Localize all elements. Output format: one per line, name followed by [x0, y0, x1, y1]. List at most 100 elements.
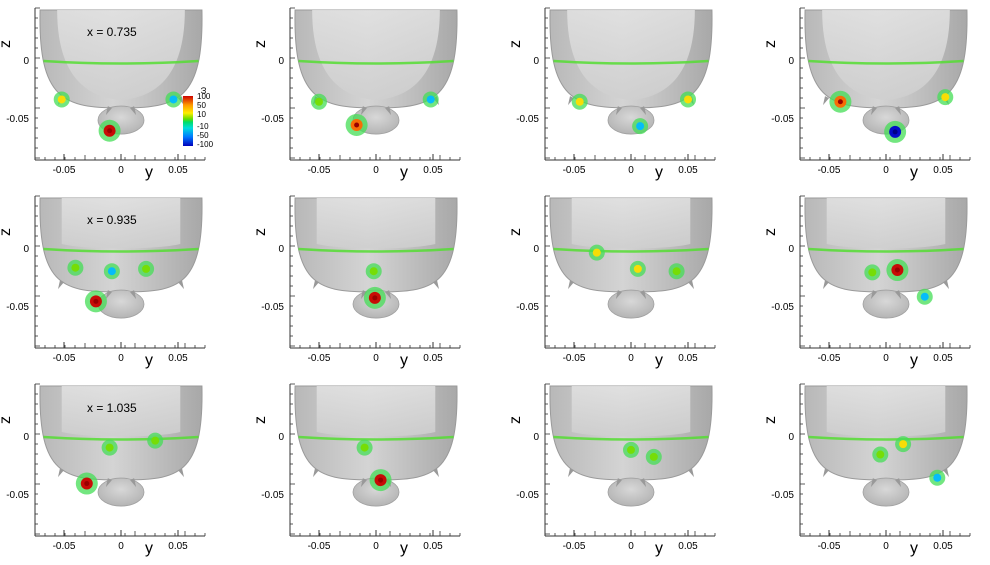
- vortex-core: [142, 264, 151, 273]
- hull-inner-surface: [826, 198, 946, 249]
- fin-shape: [870, 290, 877, 300]
- panel-r2-c3: -0.05 0 0.05 0 -0.05 y z: [762, 383, 971, 557]
- y-tick-label: 0: [23, 56, 29, 67]
- vortex-core: [899, 440, 908, 449]
- fin-shape: [58, 280, 64, 290]
- vortex-core: [315, 97, 323, 106]
- y-axis-label: z: [507, 416, 524, 424]
- free-surface-band: [43, 59, 199, 65]
- free-surface-band: [808, 435, 964, 441]
- x-tick-label: 0: [883, 165, 889, 176]
- y-axis-label: z: [507, 228, 524, 236]
- x-axis-label: y: [655, 540, 663, 557]
- fin-shape: [895, 106, 902, 116]
- x-tick-label: 0.05: [933, 353, 953, 364]
- x-tick-label: -0.05: [563, 353, 586, 364]
- vortex-core: [933, 473, 942, 482]
- x-tick-label: 0: [628, 165, 634, 176]
- free-surface-band: [43, 247, 199, 253]
- x-tick-label: -0.05: [818, 165, 841, 176]
- vortex-core: [71, 263, 80, 272]
- y-axis-label: z: [762, 228, 779, 236]
- y-tick-label: -0.05: [261, 114, 284, 125]
- fin-shape: [615, 106, 622, 116]
- fin-shape: [615, 478, 622, 488]
- row-label: x = 0.735: [87, 25, 137, 39]
- x-tick-label: -0.05: [53, 165, 76, 176]
- panel-r0-c1: -0.05 0 0.05 0 -0.05 y z: [252, 7, 461, 181]
- bulb-shape: [862, 289, 910, 319]
- y-tick-label: -0.05: [6, 490, 29, 501]
- fin-shape: [433, 468, 439, 478]
- vortex-core: [627, 445, 635, 454]
- vortex-center: [894, 267, 900, 273]
- hull-inner-surface: [822, 10, 950, 101]
- fin-shape: [823, 96, 829, 106]
- panel-r1-c0: -0.05 0 0.05 0 -0.05 y z x = 0.935: [0, 195, 206, 369]
- hull-inner-surface: [567, 10, 695, 101]
- x-tick-label: 0.05: [168, 353, 188, 364]
- vortex-core: [868, 268, 877, 277]
- vortex-core: [633, 264, 642, 273]
- panel-r0-c0: -0.05 0 0.05 0 -0.05 y z x = 0.735: [0, 7, 206, 181]
- x-tick-label: -0.05: [53, 541, 76, 552]
- x-tick-label: -0.05: [563, 541, 586, 552]
- y-tick-label: 0: [23, 432, 29, 443]
- y-axis-label: z: [0, 40, 14, 48]
- vortex-core: [649, 452, 658, 461]
- x-tick-label: 0.05: [678, 353, 698, 364]
- fin-shape: [105, 290, 112, 300]
- fin-shape: [688, 280, 694, 290]
- x-tick-label: 0: [628, 541, 634, 552]
- x-tick-label: 0.05: [423, 541, 443, 552]
- x-tick-label: 0.05: [678, 165, 698, 176]
- x-tick-label: 0: [373, 541, 379, 552]
- hull-inner-surface: [61, 198, 181, 249]
- fin-shape: [178, 468, 184, 478]
- x-tick-label: 0.05: [678, 541, 698, 552]
- y-tick-label: 0: [533, 244, 539, 255]
- vortex-core: [169, 95, 178, 104]
- x-tick-label: 0.05: [933, 541, 953, 552]
- legend-label: -10: [197, 122, 209, 131]
- fin-shape: [640, 290, 647, 300]
- y-tick-label: 0: [533, 432, 539, 443]
- x-tick-label: 0.05: [423, 165, 443, 176]
- y-axis-label: z: [0, 416, 14, 424]
- y-tick-label: -0.05: [516, 302, 539, 313]
- fin-shape: [895, 478, 902, 488]
- vortex-center: [93, 298, 99, 304]
- vortex-core: [105, 443, 114, 452]
- y-tick-label: -0.05: [771, 114, 794, 125]
- panel-r1-c3: -0.05 0 0.05 0 -0.05 y z: [762, 195, 971, 369]
- x-tick-label: 0.05: [168, 165, 188, 176]
- vortex-core: [426, 95, 435, 104]
- fin-shape: [943, 468, 949, 478]
- y-tick-label: 0: [788, 244, 794, 255]
- fin-shape: [360, 106, 367, 116]
- vortex-core: [672, 267, 681, 276]
- y-axis-label: z: [252, 40, 269, 48]
- y-tick-label: -0.05: [771, 490, 794, 501]
- vortex-core: [57, 95, 66, 104]
- fin-shape: [178, 280, 184, 290]
- vortex-core: [369, 267, 378, 276]
- free-surface-band: [553, 435, 709, 441]
- bulb-shape: [97, 477, 145, 507]
- y-axis-label: z: [252, 416, 269, 424]
- x-tick-label: -0.05: [308, 165, 331, 176]
- free-surface-band: [553, 247, 709, 253]
- x-tick-label: -0.05: [818, 353, 841, 364]
- y-tick-label: 0: [788, 56, 794, 67]
- x-axis-label: y: [910, 164, 918, 181]
- vortex-core: [151, 436, 160, 445]
- hull-inner-surface: [61, 386, 181, 437]
- panel-r2-c1: -0.05 0 0.05 0 -0.05 y z: [252, 383, 461, 557]
- fin-shape: [313, 468, 319, 478]
- fin-shape: [385, 106, 392, 116]
- vortex-core: [636, 122, 645, 131]
- fin-shape: [870, 106, 877, 116]
- y-tick-label: 0: [23, 244, 29, 255]
- fin-shape: [823, 468, 829, 478]
- row-label: x = 1.035: [87, 401, 137, 415]
